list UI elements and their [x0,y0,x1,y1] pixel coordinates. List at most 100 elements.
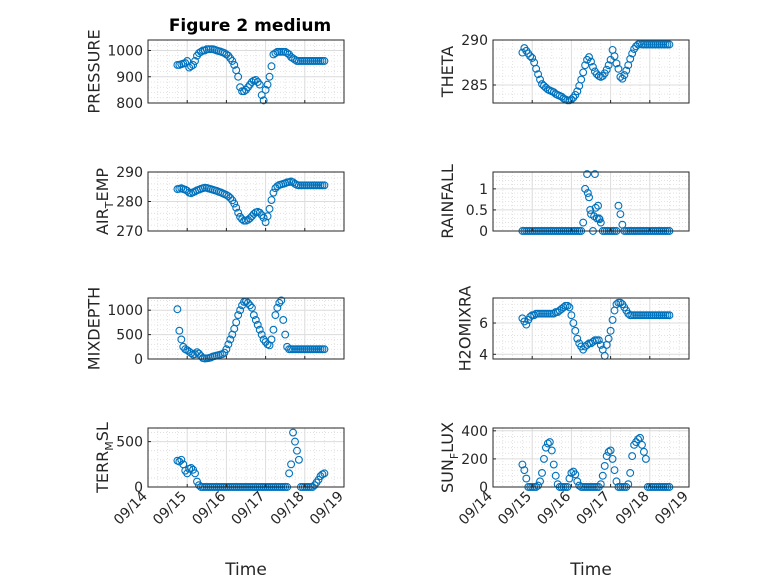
panel-2-point [628,49,637,58]
panel-6-ytick-label: 6 [479,316,488,332]
panel-5-point [187,349,196,358]
panel-8-ytick-label: 0 [479,480,488,496]
panel-8-point [567,469,576,477]
panel-1-point [191,57,199,65]
panel-1-point [251,75,260,84]
panel-8-point [628,452,637,461]
panel-1-point [287,53,296,62]
panel-5-point [175,326,184,335]
panel-7-ytick-label: 500 [116,435,143,451]
panel-6-point [612,300,621,309]
panel-8-xlabel: Time [569,560,612,580]
panel-5-point [234,311,243,320]
panel-8-point [534,481,543,490]
panel-8-point [626,469,635,477]
panel-7-axes-box [147,427,345,488]
panel-6-point [565,303,574,312]
panel-2-point [585,53,593,62]
panel-8-point [598,471,607,480]
panel-6-point [596,340,605,349]
panel-2-point [573,87,582,96]
panel-1-point [247,78,256,86]
panel-8-xtick-label: 09/17 [574,489,614,529]
panel-3-point [232,203,241,212]
panel-8-xtick-label: 09/19 [652,489,692,529]
panel-1-point [181,59,190,68]
panel-7-point [285,469,294,478]
panel-6-point [549,309,558,318]
panel-1-ytick-label: 900 [116,70,143,86]
panel-2-point [604,61,613,70]
panel-5-point [320,345,329,354]
panel-4-point [596,218,605,227]
panel-1-point [220,49,229,58]
panel-2-point [622,66,631,75]
panel-3-point [224,192,233,201]
panel-2-point [528,54,537,62]
panel-3-point [249,209,258,218]
panel-2-point [518,48,527,57]
panel-3-point [267,196,276,204]
panel-1-point [271,49,280,58]
figure-title: Figure 2 medium [169,16,331,36]
panel-6-point [526,312,535,321]
panel-1-point [185,63,194,72]
panel-2-point [526,52,535,61]
panel-5-point [232,318,241,327]
panel-8-axes-box [492,427,690,488]
panel-3-point [291,179,299,188]
panel-7-xtick-label: 09/15 [150,489,190,529]
panel-7-point [287,460,296,469]
panel-6-ylabel: H2OMIXRA [455,286,474,372]
panel-8-point [551,471,560,480]
panel-5-point [244,298,252,307]
panel-8-point [596,480,605,489]
panel-5-point [245,301,254,310]
panel-6-point [569,319,578,327]
panel-2-point [579,68,588,77]
panel-2-ylabel: THETA [438,46,457,98]
panel-5-point [257,330,266,339]
panel-4-point [594,214,603,223]
panel-8-point [522,474,531,483]
panel-8-xtick-label: 09/15 [495,489,535,529]
panel-3-point [234,208,243,217]
panel-8-ytick-label: 400 [461,424,488,440]
panel-8-point [604,447,613,456]
panel-1-point [259,96,268,105]
panel-2-point [541,83,550,92]
panel-8-point [606,446,615,455]
panel-5-point [236,306,245,315]
panel-4-point [585,193,593,202]
panel-8-point [600,461,609,470]
panel-3-point [245,214,254,223]
panel-6-point [571,326,580,335]
panel-7-point [183,469,192,478]
panel-5-point [271,311,280,320]
panel-3-point [226,194,235,202]
panel-8-ylabel: SUNFLUX [438,422,461,493]
panel-3-ytick-label: 280 [116,195,143,211]
panel-7-point [175,457,184,466]
panel-8-point [636,433,644,442]
panel-2-point [616,72,625,81]
panel-3-point [263,212,272,221]
panel-7-ylabel: TERRMSL [93,422,116,494]
panel-6-point [583,340,592,349]
panel-7-ytick-label: 0 [134,480,143,496]
panel-8-xtick-label: 09/18 [613,489,653,529]
panel-1-point [222,50,231,59]
panel-5-ytick-label: 500 [116,328,143,344]
panel-8-point [543,439,552,448]
panel-1-point [200,46,209,55]
panel-6-point [606,326,615,335]
panel-2-point [614,64,623,73]
panel-4-point [590,170,599,179]
panel-8-ytick-label: 200 [461,452,488,468]
panel-2-point [536,75,544,84]
panel-4-ytick-label: 0 [479,224,488,240]
panel-7-xtick-label: 09/18 [268,489,308,529]
panel-4-ytick-label: 0.5 [466,203,488,219]
panel-4-background [493,172,689,231]
